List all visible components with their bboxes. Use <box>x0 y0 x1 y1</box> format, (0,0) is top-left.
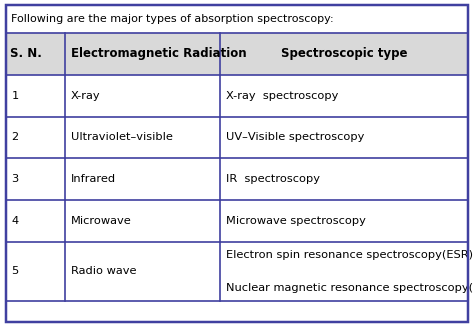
Text: Spectroscopic type: Spectroscopic type <box>281 47 407 60</box>
Bar <box>6 116 468 158</box>
Text: Electromagnetic Radiation: Electromagnetic Radiation <box>71 47 247 60</box>
Text: X-ray: X-ray <box>71 91 100 101</box>
Text: 2: 2 <box>11 132 18 143</box>
Text: Microwave: Microwave <box>71 216 132 226</box>
Bar <box>6 200 468 242</box>
Text: Infrared: Infrared <box>71 174 116 184</box>
Bar <box>6 33 468 75</box>
Bar <box>6 158 468 200</box>
Text: IR  spectroscopy: IR spectroscopy <box>226 174 319 184</box>
Text: Ultraviolet–visible: Ultraviolet–visible <box>71 132 173 143</box>
Text: Following are the major types of absorption spectroscopy:: Following are the major types of absorpt… <box>11 14 334 24</box>
Text: Electron spin resonance spectroscopy(ESR): Electron spin resonance spectroscopy(ESR… <box>226 250 473 260</box>
Text: Radio wave: Radio wave <box>71 267 137 276</box>
Text: 1: 1 <box>11 91 18 101</box>
Text: Nuclear magnetic resonance spectroscopy(NMR): Nuclear magnetic resonance spectroscopy(… <box>226 283 474 293</box>
Text: S. N.: S. N. <box>10 47 42 60</box>
Text: UV–Visible spectroscopy: UV–Visible spectroscopy <box>226 132 364 143</box>
Text: 4: 4 <box>11 216 18 226</box>
Text: Microwave spectroscopy: Microwave spectroscopy <box>226 216 365 226</box>
Bar <box>6 75 468 116</box>
Text: X-ray  spectroscopy: X-ray spectroscopy <box>226 91 338 101</box>
Text: 5: 5 <box>11 267 18 276</box>
Text: 3: 3 <box>11 174 18 184</box>
Bar <box>6 242 468 301</box>
